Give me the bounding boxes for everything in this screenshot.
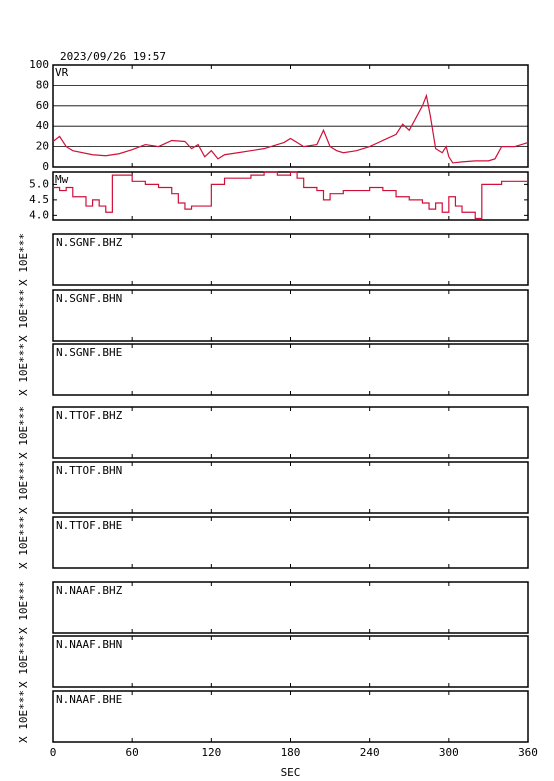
x-tick-label: 0 [50, 746, 57, 759]
y-tick-label: 0 [42, 160, 49, 173]
station-panel [52, 289, 529, 342]
scale-label: X 10E*** [17, 635, 30, 688]
x-axis-label: SEC [281, 766, 301, 779]
y-tick-label: 40 [36, 119, 49, 132]
x-tick-label: 60 [126, 746, 139, 759]
scale-label: X 10E*** [17, 289, 30, 342]
scale-label: X 10E*** [17, 461, 30, 514]
y-tick-label: 100 [29, 58, 49, 71]
y-tick-label: 80 [36, 78, 49, 91]
y-tick-label: 4.0 [29, 208, 49, 221]
scale-label: X 10E*** [17, 406, 30, 459]
scale-label: X 10E*** [17, 581, 30, 634]
station-label: N.TTOF.BHN [56, 464, 122, 477]
station-panel [52, 581, 529, 634]
x-tick-label: 240 [360, 746, 380, 759]
station-panel [52, 516, 529, 569]
x-tick-label: 180 [281, 746, 301, 759]
scale-label: X 10E*** [17, 516, 30, 569]
y-tick-label: 5.0 [29, 177, 49, 190]
data-line [53, 171, 528, 220]
station-label: N.NAAF.BHN [56, 638, 122, 651]
scale-label: X 10E*** [17, 343, 30, 396]
station-label: N.TTOF.BHE [56, 519, 122, 532]
x-tick-label: 120 [201, 746, 221, 759]
station-panel [52, 635, 529, 688]
station-label: N.NAAF.BHZ [56, 584, 123, 597]
y-tick-label: 20 [36, 140, 49, 153]
x-tick-label: 300 [439, 746, 459, 759]
data-line [52, 93, 529, 164]
station-panel [52, 233, 529, 286]
station-label: N.SGNF.BHN [56, 292, 122, 305]
station-panel [52, 461, 529, 514]
y-tick-label: 60 [36, 99, 49, 112]
scale-label: X 10E*** [17, 233, 30, 286]
station-label: N.SGNF.BHZ [56, 236, 123, 249]
y-tick-label: 4.5 [29, 193, 49, 206]
scale-label: X 10E*** [17, 690, 30, 743]
station-label: N.NAAF.BHE [56, 693, 122, 706]
station-panel [52, 406, 529, 459]
x-tick-label: 360 [518, 746, 538, 759]
panel-label: Mw [55, 173, 69, 186]
station-panel [52, 690, 529, 743]
station-label: N.TTOF.BHZ [56, 409, 123, 422]
panel-frame [52, 171, 529, 221]
timestamp: 2023/09/26 19:57 [60, 50, 166, 63]
station-label: N.SGNF.BHE [56, 346, 122, 359]
panel-label: VR [55, 66, 69, 79]
station-panel [52, 343, 529, 396]
